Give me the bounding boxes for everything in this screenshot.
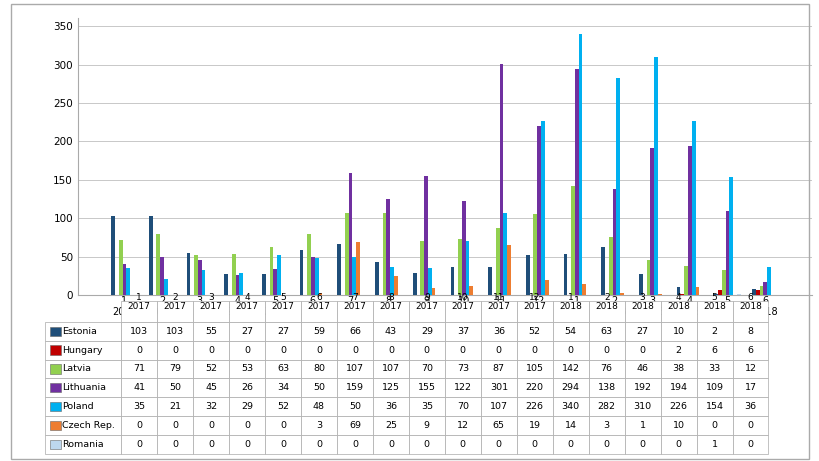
Bar bbox=[736, 294, 740, 295]
Bar bbox=[695, 287, 699, 295]
Bar bbox=[581, 284, 586, 295]
Bar bbox=[382, 213, 386, 295]
Bar bbox=[533, 214, 536, 295]
Bar bbox=[300, 250, 303, 295]
Bar bbox=[608, 236, 612, 295]
Bar bbox=[717, 290, 721, 295]
Bar bbox=[619, 293, 623, 295]
Bar bbox=[314, 258, 319, 295]
Bar bbox=[691, 121, 695, 295]
Bar bbox=[390, 267, 393, 295]
Bar bbox=[721, 270, 725, 295]
Bar bbox=[269, 247, 273, 295]
Bar bbox=[578, 34, 581, 295]
Bar bbox=[337, 244, 341, 295]
Bar bbox=[755, 290, 758, 295]
Bar bbox=[197, 260, 201, 295]
Bar bbox=[420, 241, 423, 295]
Bar bbox=[465, 241, 468, 295]
Bar bbox=[751, 289, 755, 295]
Bar bbox=[687, 146, 691, 295]
Bar bbox=[713, 294, 717, 295]
Bar bbox=[352, 257, 355, 295]
Bar bbox=[503, 213, 506, 295]
Bar bbox=[499, 64, 503, 295]
Bar bbox=[156, 234, 160, 295]
Bar bbox=[638, 274, 642, 295]
Bar bbox=[600, 247, 604, 295]
Bar bbox=[122, 264, 126, 295]
Bar bbox=[450, 266, 454, 295]
Bar bbox=[495, 228, 499, 295]
Bar bbox=[187, 253, 190, 295]
Bar bbox=[235, 275, 239, 295]
Bar bbox=[273, 269, 277, 295]
Bar bbox=[431, 288, 435, 295]
Bar bbox=[393, 276, 397, 295]
Bar bbox=[164, 279, 168, 295]
Bar bbox=[525, 255, 529, 295]
Bar bbox=[758, 286, 762, 295]
Bar bbox=[201, 271, 206, 295]
Bar bbox=[649, 148, 654, 295]
Bar bbox=[307, 234, 310, 295]
Bar bbox=[570, 186, 574, 295]
Bar bbox=[654, 57, 657, 295]
Bar bbox=[194, 255, 197, 295]
Bar bbox=[645, 260, 649, 295]
Bar bbox=[683, 266, 687, 295]
Bar bbox=[657, 294, 661, 295]
Bar bbox=[386, 199, 390, 295]
Bar bbox=[355, 242, 360, 295]
Bar bbox=[224, 274, 228, 295]
Bar bbox=[119, 241, 122, 295]
Bar bbox=[149, 216, 152, 295]
Bar bbox=[563, 254, 567, 295]
Bar bbox=[412, 273, 416, 295]
Bar bbox=[725, 211, 729, 295]
Bar bbox=[729, 177, 732, 295]
Bar bbox=[423, 176, 428, 295]
Bar bbox=[676, 287, 680, 295]
Bar bbox=[461, 201, 465, 295]
Bar bbox=[239, 273, 243, 295]
Bar bbox=[458, 239, 461, 295]
Bar bbox=[536, 126, 541, 295]
Bar bbox=[468, 286, 473, 295]
Bar bbox=[541, 121, 544, 295]
Bar bbox=[506, 245, 510, 295]
Bar bbox=[111, 216, 115, 295]
Bar bbox=[310, 257, 314, 295]
Bar bbox=[126, 268, 130, 295]
Bar bbox=[160, 257, 164, 295]
Bar bbox=[762, 282, 767, 295]
Bar bbox=[767, 267, 770, 295]
Bar bbox=[374, 262, 378, 295]
Bar bbox=[277, 255, 281, 295]
Bar bbox=[232, 254, 235, 295]
Bar bbox=[345, 213, 348, 295]
Bar bbox=[487, 267, 491, 295]
Bar bbox=[616, 78, 619, 295]
Bar bbox=[612, 189, 616, 295]
Bar bbox=[574, 69, 578, 295]
Bar bbox=[680, 294, 683, 295]
Bar bbox=[544, 280, 548, 295]
Bar bbox=[262, 274, 265, 295]
Bar bbox=[319, 293, 322, 295]
Bar bbox=[428, 268, 431, 295]
Bar bbox=[348, 173, 352, 295]
